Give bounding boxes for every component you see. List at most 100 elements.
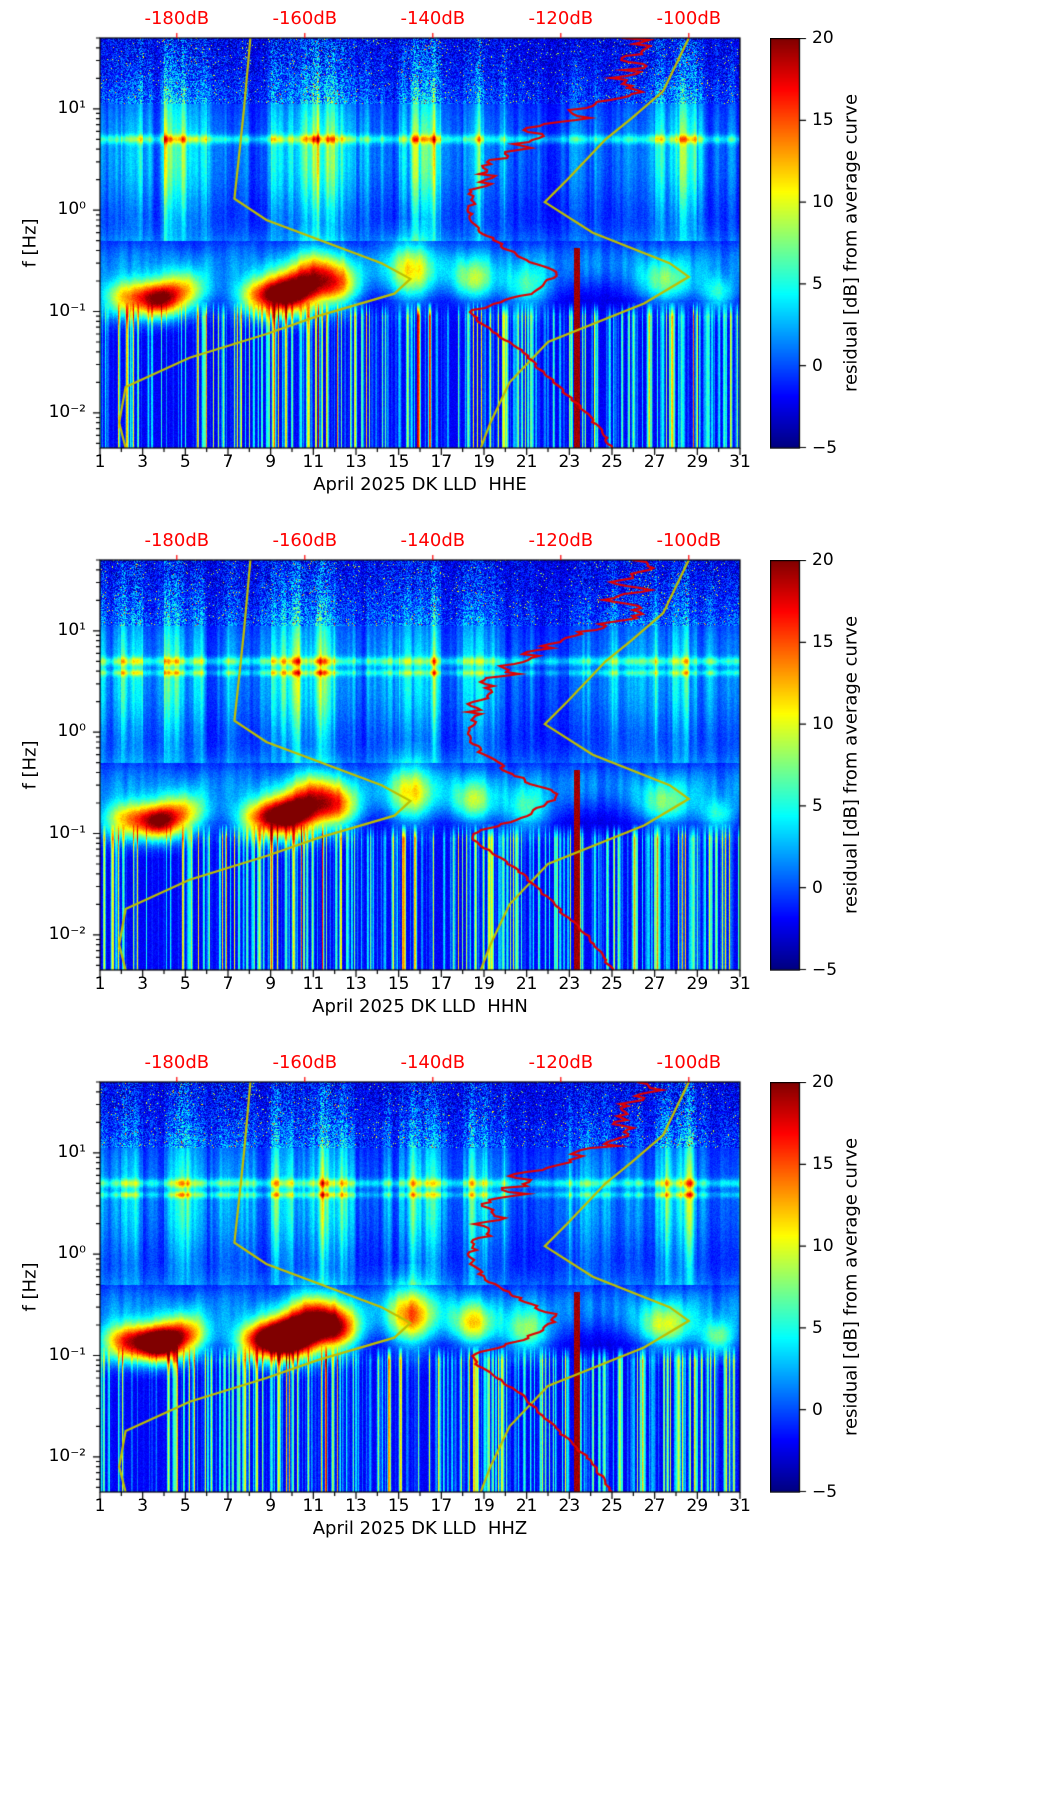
x-tick-label: 9	[265, 452, 277, 472]
top-axis-tick-label: -160dB	[272, 8, 338, 29]
x-tick-label: 29	[686, 452, 709, 472]
x-tick-label: 25	[601, 1496, 623, 1516]
colorbar-label: residual [dB] from average curve	[840, 1137, 862, 1437]
x-tick-label: 7	[222, 974, 234, 994]
x-tick-label: 5	[179, 1496, 191, 1516]
top-axis-tick-label: -100dB	[656, 8, 722, 29]
x-tick-label: 19	[473, 974, 495, 994]
y-axis-title: f [Hz]	[19, 740, 41, 790]
y-axis-title: f [Hz]	[19, 218, 41, 268]
x-tick-label: 19	[473, 1496, 495, 1516]
spectrogram-canvas	[88, 552, 744, 980]
panel-hhe: f [Hz] residual [dB] from average curve …	[0, 0, 1052, 522]
x-tick-label: 25	[601, 974, 623, 994]
colorbar-canvas	[770, 1082, 814, 1493]
x-tick-label: 11	[302, 452, 325, 472]
colorbar-tick-label: 15	[812, 110, 834, 130]
colorbar-tick-label: −5	[812, 438, 838, 458]
colorbar-tick-label: 10	[812, 1236, 834, 1256]
x-tick-label: 27	[643, 1496, 666, 1516]
x-tick-label: 11	[302, 1496, 325, 1516]
x-tick-label: 15	[387, 1496, 410, 1516]
panel-hhn: f [Hz] residual [dB] from average curve …	[0, 522, 1052, 1044]
y-tick-label: 10⁰	[57, 199, 86, 220]
colorbar-tick-label: 10	[812, 192, 834, 212]
colorbar-tick-label: 15	[812, 632, 834, 652]
x-tick-label: 27	[643, 974, 666, 994]
top-axis-tick-label: -100dB	[656, 1052, 722, 1073]
y-tick-label: 10⁻²	[48, 1445, 86, 1466]
x-tick-label: 21	[515, 1496, 538, 1516]
colorbar-tick-label: 0	[812, 878, 823, 898]
x-tick-label: 29	[686, 974, 709, 994]
colorbar-tick-label: 15	[812, 1154, 834, 1174]
x-tick-label: 1	[94, 974, 106, 994]
colorbar-tick-label: 0	[812, 1400, 823, 1420]
top-axis-tick-label: -120dB	[528, 530, 594, 551]
colorbar-tick-label: −5	[812, 1482, 838, 1502]
colorbar-tick-label: 5	[812, 1318, 823, 1338]
colorbar-tick-label: 10	[812, 714, 834, 734]
y-axis-title: f [Hz]	[19, 1262, 41, 1312]
x-tick-label: 31	[729, 452, 751, 472]
y-tick-label: 10⁻¹	[48, 300, 86, 321]
x-tick-label: 7	[222, 452, 234, 472]
top-axis-tick-label: -140dB	[400, 530, 466, 551]
y-tick-label: 10⁻¹	[48, 822, 86, 843]
x-tick-label: 15	[387, 452, 410, 472]
x-tick-label: 9	[265, 974, 277, 994]
x-tick-label: 17	[430, 452, 453, 472]
top-axis-tick-label: -160dB	[272, 530, 338, 551]
x-tick-label: 13	[345, 974, 367, 994]
x-tick-label: 17	[430, 1496, 453, 1516]
x-tick-label: 3	[137, 974, 149, 994]
y-tick-label: 10¹	[57, 1141, 86, 1162]
top-axis-tick-label: -180dB	[144, 1052, 210, 1073]
x-tick-label: 19	[473, 452, 495, 472]
x-tick-label: 23	[558, 1496, 581, 1516]
y-tick-label: 10⁻¹	[48, 1344, 86, 1365]
x-tick-label: 7	[222, 1496, 234, 1516]
top-axis-tick-label: -100dB	[656, 530, 722, 551]
y-tick-label: 10⁻²	[48, 923, 86, 944]
x-tick-label: 13	[345, 1496, 367, 1516]
x-tick-label: 5	[179, 452, 191, 472]
colorbar-tick-label: 20	[812, 1072, 834, 1092]
y-tick-label: 10⁻²	[48, 401, 86, 422]
top-axis-tick-label: -120dB	[528, 1052, 594, 1073]
x-tick-label: 27	[643, 452, 666, 472]
x-tick-label: 1	[94, 452, 106, 472]
x-tick-label: 1	[94, 1496, 106, 1516]
top-axis-tick-label: -120dB	[528, 8, 594, 29]
colorbar-label: residual [dB] from average curve	[840, 93, 862, 393]
x-tick-label: 3	[137, 452, 149, 472]
x-tick-label: 21	[515, 452, 538, 472]
y-tick-label: 10⁰	[57, 721, 86, 742]
top-axis-tick-label: -180dB	[144, 8, 210, 29]
x-tick-label: 23	[558, 974, 581, 994]
top-axis-tick-label: -140dB	[400, 1052, 466, 1073]
x-tick-label: 17	[430, 974, 453, 994]
top-axis-tick-label: -160dB	[272, 1052, 338, 1073]
x-tick-label: 13	[345, 452, 367, 472]
x-tick-label: 31	[729, 974, 751, 994]
colorbar-tick-label: 0	[812, 356, 823, 376]
panel-hhz: f [Hz] residual [dB] from average curve …	[0, 1044, 1052, 1566]
y-tick-label: 10⁰	[57, 1243, 86, 1264]
x-axis-title: April 2025 DK LLD HHN	[312, 996, 528, 1017]
x-tick-label: 15	[387, 974, 410, 994]
x-tick-label: 21	[515, 974, 538, 994]
top-axis-tick-label: -180dB	[144, 530, 210, 551]
spectrogram-canvas	[88, 1074, 744, 1502]
top-axis-tick-label: -140dB	[400, 8, 466, 29]
x-tick-label: 9	[265, 1496, 277, 1516]
x-tick-label: 3	[137, 1496, 149, 1516]
x-tick-label: 23	[558, 452, 581, 472]
colorbar-tick-label: −5	[812, 960, 838, 980]
colorbar-tick-label: 20	[812, 550, 834, 570]
y-tick-label: 10¹	[57, 619, 86, 640]
x-tick-label: 25	[601, 452, 623, 472]
colorbar-tick-label: 5	[812, 796, 823, 816]
colorbar-canvas	[770, 560, 814, 971]
